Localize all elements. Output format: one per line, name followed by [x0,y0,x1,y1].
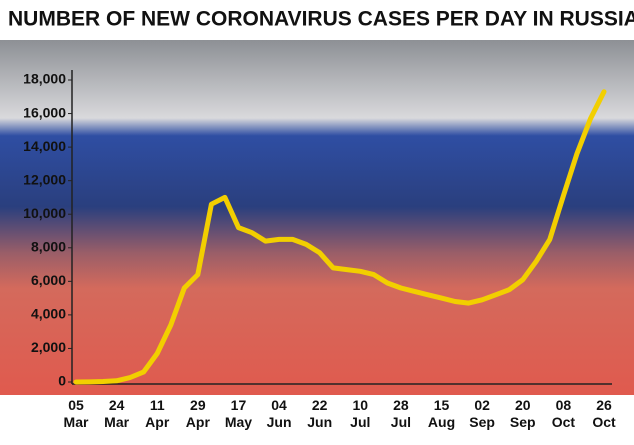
x-tick-label: 05 Mar [63,397,89,430]
x-tick-label: 22 Jun [307,397,333,430]
x-tick-label: 24 Mar [104,397,130,430]
x-tick-label: 10 Jul [350,397,371,430]
x-tick-label: 11 Apr [145,397,170,430]
data-line [73,89,607,385]
x-tick-label: 26 Oct [592,397,616,430]
y-tick-label: 2,000 [31,339,66,355]
y-tick-label: 16,000 [23,104,66,120]
x-tick-label: 29 Apr [185,397,210,430]
x-tick-label: 08 Oct [551,397,576,430]
y-tick-label: 14,000 [23,138,66,154]
x-tick-label: 17 May [224,397,253,430]
y-tick-label: 4,000 [31,306,66,322]
background-photo [0,40,634,395]
x-tick-label: 20 Sep [509,397,536,430]
x-tick-label: 02 Sep [469,397,495,430]
y-tick-label: 12,000 [23,171,66,187]
x-tick-label: 04 Jun [266,397,292,430]
y-tick-label: 0 [58,373,66,389]
y-tick-label: 6,000 [31,272,66,288]
y-tick-label: 10,000 [23,205,66,221]
chart-title: NUMBER OF NEW CORONAVIRUS CASES PER DAY … [8,8,634,31]
x-tick-label: 15 Aug [427,397,456,430]
y-tick-label: 8,000 [31,238,66,254]
y-tick-label: 18,000 [23,71,66,87]
x-tick-label: 28 Jul [390,397,412,430]
